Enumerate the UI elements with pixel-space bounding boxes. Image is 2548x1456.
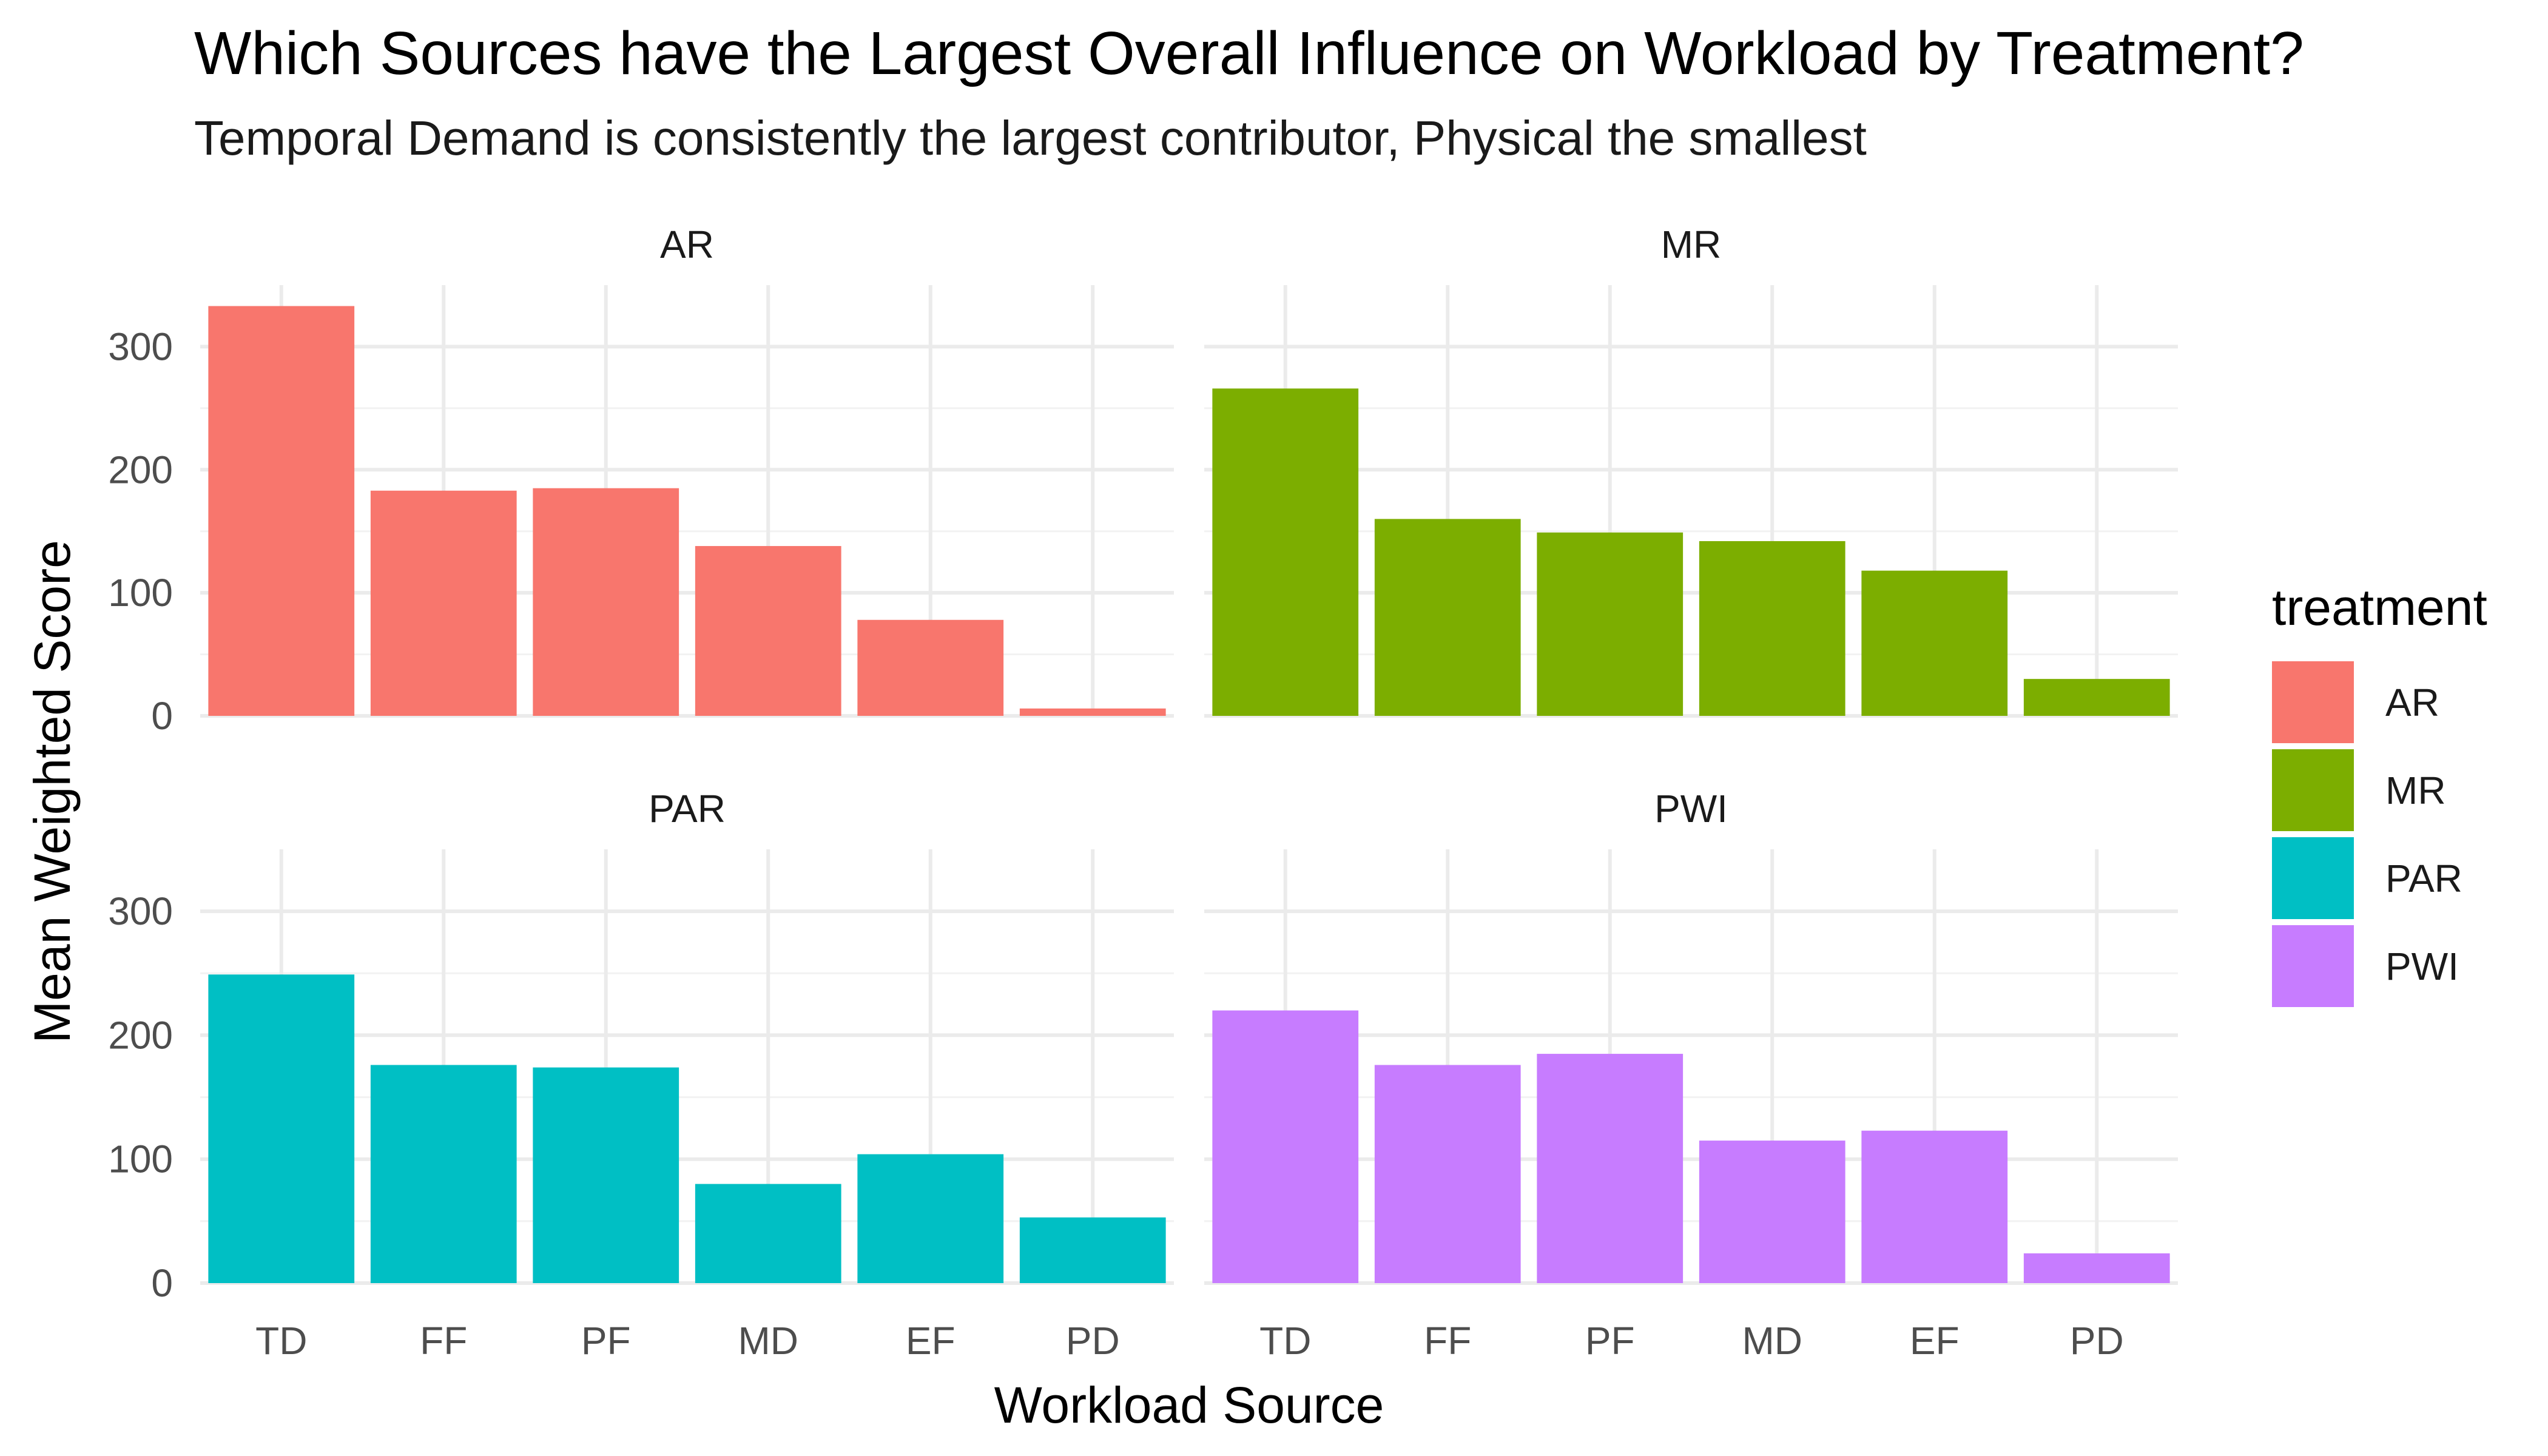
legend-label: MR xyxy=(2385,769,2446,812)
facet-panel-pwi: PWI TD FF PF MD EF PD xyxy=(1204,787,2178,1363)
legend-swatch xyxy=(2272,661,2354,743)
x-tick-label: MD xyxy=(738,1319,798,1363)
x-axis-title: Workload Source xyxy=(994,1377,1384,1434)
bar-pwi-ff xyxy=(1374,1065,1521,1283)
y-tick-label: 0 xyxy=(151,694,173,738)
facet-panel-ar: AR 0 100 200 300 xyxy=(108,223,1174,738)
y-tick-label: 100 xyxy=(108,571,173,615)
facet-strip-label: PWI xyxy=(1654,787,1728,831)
bar-pwi-td xyxy=(1212,1010,1359,1283)
bar-ar-md xyxy=(695,546,841,716)
x-tick-label: EF xyxy=(906,1319,956,1363)
legend-item-mr: MR xyxy=(2272,749,2446,831)
bar-ar-ef xyxy=(857,619,1004,716)
bar-par-pd xyxy=(1019,1217,1166,1283)
facet-strip-label: PAR xyxy=(649,787,726,831)
legend-item-pwi: PWI xyxy=(2272,925,2459,1007)
x-tick-label: PD xyxy=(2070,1319,2124,1363)
x-tick-label: PF xyxy=(1585,1319,1635,1363)
facet-panel-par: PAR 0 100 200 300 TD FF PF MD EF PD xyxy=(108,787,1174,1363)
y-tick-label: 100 xyxy=(108,1138,173,1181)
bar-par-ff xyxy=(370,1065,517,1283)
bar-par-ef xyxy=(857,1154,1004,1283)
x-tick-label: PF xyxy=(581,1319,631,1363)
legend-title: treatment xyxy=(2272,579,2487,636)
bar-mr-ff xyxy=(1374,519,1521,716)
x-tick-label: EF xyxy=(1910,1319,1960,1363)
y-axis-title: Mean Weighted Score xyxy=(24,540,81,1043)
bar-mr-ef xyxy=(1861,570,2008,716)
bar-ar-ff xyxy=(370,490,517,716)
bar-pwi-pd xyxy=(2023,1253,2170,1283)
y-tick-label: 300 xyxy=(108,889,173,933)
y-tick-label: 300 xyxy=(108,325,173,368)
bar-par-md xyxy=(695,1184,841,1283)
legend-swatch xyxy=(2272,925,2354,1007)
legend-label: PWI xyxy=(2385,945,2459,988)
legend-label: AR xyxy=(2385,681,2439,724)
facet-strip-label: AR xyxy=(660,223,714,266)
facet-strip-label: MR xyxy=(1661,223,1722,266)
legend-item-par: PAR xyxy=(2272,837,2462,919)
x-tick-label: TD xyxy=(255,1319,307,1363)
x-tick-label: PD xyxy=(1066,1319,1120,1363)
bar-mr-md xyxy=(1699,541,1845,716)
bar-ar-pf xyxy=(533,488,679,716)
bar-ar-td xyxy=(208,306,355,716)
legend-swatch xyxy=(2272,837,2354,919)
bar-par-td xyxy=(208,974,355,1283)
bar-mr-pf xyxy=(1537,532,1684,716)
bar-pwi-ef xyxy=(1861,1130,2008,1283)
x-tick-label: MD xyxy=(1742,1319,1802,1363)
legend-label: PAR xyxy=(2385,857,2462,900)
bar-ar-pd xyxy=(1019,708,1166,716)
bar-par-pf xyxy=(533,1067,679,1283)
facet-panel-mr: MR xyxy=(1204,223,2178,718)
bar-pwi-md xyxy=(1699,1141,1845,1283)
bar-pwi-pf xyxy=(1537,1054,1684,1283)
bar-mr-pd xyxy=(2023,679,2170,716)
chart-subtitle: Temporal Demand is consistently the larg… xyxy=(194,111,1867,165)
y-tick-label: 200 xyxy=(108,1013,173,1057)
y-tick-label: 200 xyxy=(108,448,173,491)
legend-swatch xyxy=(2272,749,2354,831)
y-tick-label: 0 xyxy=(151,1261,173,1305)
x-tick-label: FF xyxy=(420,1319,467,1363)
x-tick-label: FF xyxy=(1424,1319,1471,1363)
legend: treatment AR MR PAR PWI xyxy=(2272,579,2487,1007)
chart-title: Which Sources have the Largest Overall I… xyxy=(194,19,2304,87)
bar-mr-td xyxy=(1212,388,1359,716)
x-tick-label: TD xyxy=(1259,1319,1311,1363)
legend-item-ar: AR xyxy=(2272,661,2439,743)
